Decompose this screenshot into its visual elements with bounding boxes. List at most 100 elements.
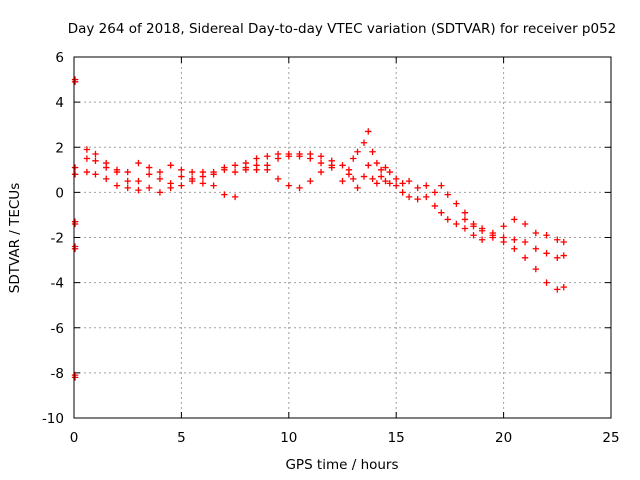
data-point [500,223,507,230]
data-point [393,182,400,189]
data-point [461,209,469,216]
x-tick-label: 10 [280,430,297,446]
data-point [188,177,196,185]
data-point [560,283,567,291]
y-tick-label: 4 [55,95,64,111]
data-point [382,164,389,171]
axis-ticks: 0 5 10 15 20 25 -10 -8 -6 -4 -2 0 2 4 6 [42,50,620,446]
data-point [532,245,540,252]
data-point [71,171,79,178]
data-point [92,171,99,178]
data-point [135,159,142,167]
y-tick-label: -8 [51,366,64,382]
series-group [83,153,335,187]
data-point [354,148,361,155]
data-point [431,189,439,196]
data-point [444,216,451,223]
data-point [71,220,79,228]
data-point [188,168,196,176]
x-tick-label: 20 [495,430,512,446]
data-point [285,182,292,189]
data-point [103,159,110,167]
data-point [399,189,406,196]
data-point [373,180,381,187]
data-point [500,234,507,241]
data-point [178,173,185,180]
data-point [145,164,153,171]
data-point [360,139,368,146]
data-point [92,157,99,164]
data-point [511,216,518,223]
data-point [423,182,430,189]
data-point [253,155,260,162]
data-point [365,128,372,135]
data-point [156,189,164,196]
data-point [470,223,477,230]
data-point [470,232,477,239]
grid-lines [74,57,611,418]
data-point [317,168,325,176]
y-tick-label: 0 [55,185,64,201]
data-point [253,162,260,169]
data-point [156,168,164,176]
data-point [521,220,529,228]
series-group [339,128,567,246]
data-point [167,162,174,169]
data-point [83,168,91,176]
data-point [414,195,421,203]
data-point [264,166,271,174]
data-point [461,216,469,223]
data-point [285,150,292,158]
chart-title: Day 264 of 2018, Sidereal Day-to-day VTE… [68,21,617,37]
data-point [274,175,282,183]
data-point [307,150,314,158]
data-point [354,184,361,192]
data-point [71,78,79,86]
y-tick-label: -6 [51,321,64,337]
data-point [135,177,142,185]
data-point [350,155,357,162]
data-point [453,220,460,228]
y-tick-label: 2 [55,140,64,156]
data-point [431,202,439,210]
data-point [399,180,406,187]
data-point [438,209,445,216]
data-point [377,166,385,174]
data-point [135,186,142,194]
data-point [360,173,368,180]
data-point [210,168,217,176]
data-point [307,177,314,185]
data-point [296,184,303,192]
data-point [521,238,529,246]
data-point [478,236,486,243]
data-point [231,168,239,176]
data-point [71,245,79,252]
y-axis-label: SDTVAR / TECUs [7,183,23,293]
data-point [113,166,121,174]
data-point [478,225,486,232]
data-point [405,177,413,185]
data-point [103,175,110,183]
data-point [345,171,353,178]
data-point [178,182,185,189]
data-point [71,374,79,381]
y-tick-label: -4 [51,276,64,292]
data-point [554,286,561,293]
data-point [365,162,372,169]
data-point [317,159,325,167]
data-point [560,238,567,246]
data-point [521,254,529,262]
data-point [554,236,561,243]
series-group [71,76,79,381]
series-group [83,146,335,176]
x-axis-label: GPS time / hours [285,457,398,473]
data-point [423,193,430,201]
data-point [554,254,561,262]
series-group [83,162,335,201]
data-point [543,232,550,239]
data-point [113,182,121,189]
data-point [317,153,325,160]
x-tick-label: 5 [177,430,186,446]
data-point [339,162,346,169]
